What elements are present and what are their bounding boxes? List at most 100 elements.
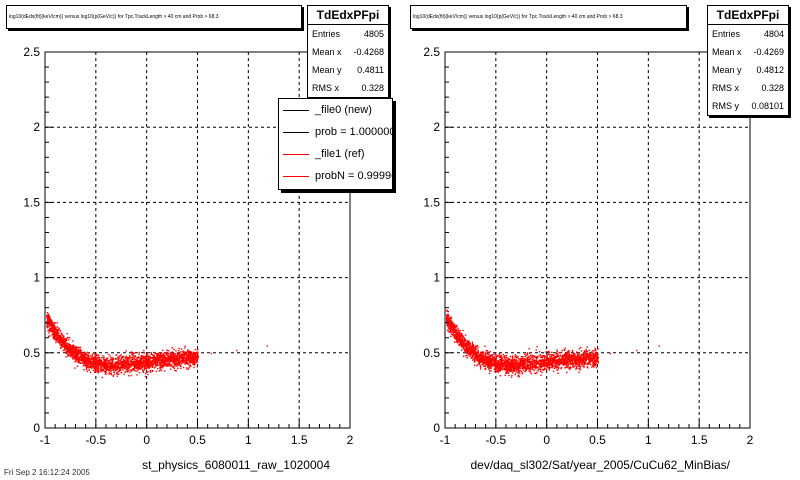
scatter-point: [165, 364, 167, 367]
scatter-point: [77, 346, 80, 349]
scatter-point: [484, 357, 486, 360]
scatter-point: [521, 363, 523, 365]
scatter-point: [168, 361, 171, 364]
scatter-point: [67, 354, 69, 356]
scatter-point: [495, 370, 498, 373]
scatter-point: [130, 374, 132, 377]
scatter-point: [102, 369, 105, 372]
scatter-point: [463, 344, 465, 347]
scatter-point: [56, 321, 58, 324]
scatter-point: [530, 356, 532, 359]
scatter-point: [66, 349, 68, 352]
scatter-point: [79, 362, 81, 364]
scatter-point: [504, 374, 506, 376]
scatter-point: [169, 365, 171, 367]
scatter-point: [458, 335, 460, 337]
scatter-point: [547, 367, 550, 369]
scatter-point: [481, 363, 483, 366]
scatter-point: [160, 361, 162, 364]
scatter-point: [51, 327, 54, 329]
scatter-point: [578, 357, 581, 360]
scatter-point: [471, 341, 474, 343]
scatter-point: [499, 355, 502, 357]
scatter-point: [123, 365, 125, 368]
scatter-point: [65, 337, 68, 340]
scatter-point: [587, 354, 590, 357]
scatter-point: [139, 365, 141, 368]
scatter-point: [48, 318, 50, 320]
scatter-point: [589, 353, 591, 355]
scatter-point: [97, 359, 99, 361]
scatter-point: [133, 356, 135, 358]
scatter-point: [65, 351, 67, 353]
scatter-point: [467, 345, 469, 348]
scatter-point: [168, 363, 171, 366]
scatter-point: [178, 347, 180, 350]
scatter-point: [584, 356, 586, 359]
scatter-point: [117, 359, 119, 361]
scatter-point: [105, 368, 107, 371]
scatter-point: [594, 347, 596, 350]
scatter-point: [488, 367, 491, 369]
scatter-point: [101, 363, 104, 365]
scatter-point: [564, 357, 567, 359]
scatter-point: [575, 368, 577, 370]
scatter-point: [138, 365, 140, 368]
scatter-point: [170, 358, 173, 360]
scatter-point: [67, 347, 70, 349]
scatter-point: [190, 358, 192, 360]
scatter-point: [167, 355, 169, 358]
scatter-point: [562, 364, 565, 366]
scatter-point: [133, 365, 136, 368]
left-scatter-plot: -1 -0.5 0 0.5 1 1.5 200.511.522.5st_physics_60…: [23, 45, 353, 472]
scatter-point: [582, 354, 584, 357]
scatter-point: [459, 330, 461, 332]
scatter-point: [96, 357, 98, 359]
scatter-point: [82, 362, 84, 364]
scatter-point: [48, 315, 50, 317]
scatter-point: [108, 366, 110, 368]
scatter-point: [92, 358, 94, 361]
scatter-point: [117, 366, 119, 368]
scatter-point: [97, 362, 100, 364]
scatter-point: [529, 365, 532, 368]
scatter-point: [117, 370, 120, 373]
scatter-point: [83, 355, 85, 357]
scatter-point: [494, 366, 496, 368]
scatter-point: [592, 358, 594, 360]
scatter-point: [130, 361, 132, 363]
scatter-point: [173, 348, 175, 351]
scatter-point: [148, 364, 150, 367]
scatter-point: [495, 363, 498, 366]
scatter-point: [533, 364, 535, 366]
scatter-point: [503, 359, 505, 361]
scatter-point: [123, 360, 125, 363]
scatter-point: [508, 370, 511, 372]
scatter-point: [541, 363, 544, 366]
scatter-point: [187, 350, 189, 353]
scatter-point: [100, 367, 102, 369]
scatter-point: [89, 361, 91, 363]
scatter-point: [65, 348, 67, 351]
scatter-point: [135, 363, 137, 365]
scatter-point: [534, 359, 536, 362]
scatter-point: [127, 361, 129, 364]
scatter-point: [174, 357, 176, 359]
scatter-point: [466, 354, 468, 357]
scatter-point: [91, 367, 93, 369]
scatter-point: [137, 361, 139, 363]
x-tick-label: -0.5: [85, 433, 106, 447]
scatter-point: [167, 354, 169, 356]
scatter-point: [117, 362, 119, 364]
scatter-point: [56, 329, 59, 332]
scatter-point: [563, 359, 565, 362]
scatter-point: [553, 365, 555, 367]
scatter-point: [504, 357, 506, 360]
scatter-point: [138, 364, 140, 366]
scatter-point: [117, 361, 120, 363]
scatter-point: [73, 354, 76, 356]
scatter-point: [61, 345, 63, 348]
scatter-point: [49, 320, 51, 322]
scatter-point: [512, 356, 514, 359]
scatter-point: [85, 365, 87, 367]
